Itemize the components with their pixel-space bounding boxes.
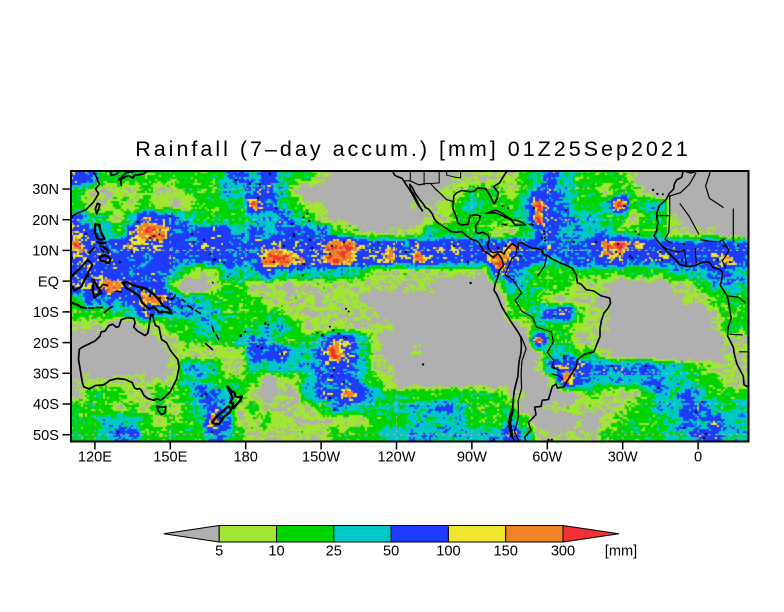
svg-text:5: 5 (215, 544, 223, 560)
svg-text:90W: 90W (457, 449, 487, 465)
svg-text:EQ: EQ (38, 274, 59, 290)
svg-text:300: 300 (551, 544, 575, 560)
svg-text:40S: 40S (33, 397, 59, 413)
svg-text:120W: 120W (377, 449, 415, 465)
svg-text:150W: 150W (302, 449, 340, 465)
svg-text:10S: 10S (33, 305, 59, 321)
svg-text:10N: 10N (32, 244, 59, 260)
svg-text:30N: 30N (32, 182, 59, 198)
svg-text:150E: 150E (153, 449, 187, 465)
svg-text:60W: 60W (532, 449, 562, 465)
svg-text:10: 10 (268, 544, 284, 560)
svg-text:100: 100 (436, 544, 460, 560)
svg-text:0: 0 (694, 449, 702, 465)
svg-text:50S: 50S (33, 428, 59, 444)
svg-text:150: 150 (494, 544, 518, 560)
svg-text:20S: 20S (33, 336, 59, 352)
svg-text:30S: 30S (33, 367, 59, 383)
svg-text:25: 25 (326, 544, 342, 560)
svg-text:50: 50 (383, 544, 399, 560)
svg-text:30W: 30W (608, 449, 638, 465)
svg-text:20N: 20N (32, 213, 59, 229)
svg-text:[mm]: [mm] (605, 544, 637, 560)
svg-text:120E: 120E (78, 449, 112, 465)
svg-text:180: 180 (234, 449, 258, 465)
